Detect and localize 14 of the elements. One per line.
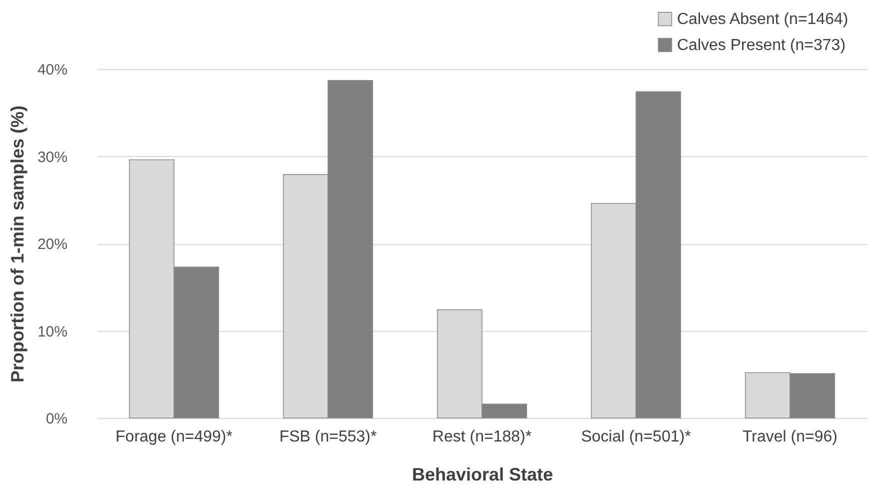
legend-label: Calves Absent (n=1464): [677, 11, 848, 28]
y-tick-label: 10%: [37, 323, 68, 340]
x-tick-label: Social (n=501)*: [581, 428, 691, 446]
x-tick-label: Forage (n=499)*: [116, 428, 232, 446]
x-tick-label: Rest (n=188)*: [432, 428, 532, 446]
y-tick-label: 40%: [37, 62, 68, 78]
y-tick-label: 20%: [37, 236, 68, 253]
y-tick-label: 30%: [37, 148, 68, 166]
x-axis-title: Behavioral State: [412, 464, 554, 484]
y-tick-label: 0%: [46, 410, 68, 428]
legend-label: Calves Present (n=373): [677, 37, 846, 54]
x-tick-label: FSB (n=553)*: [279, 428, 377, 446]
x-tick-label: Travel (n=96): [742, 428, 838, 446]
y-axis-title: Proportion of 1-min samples (%): [7, 105, 28, 383]
